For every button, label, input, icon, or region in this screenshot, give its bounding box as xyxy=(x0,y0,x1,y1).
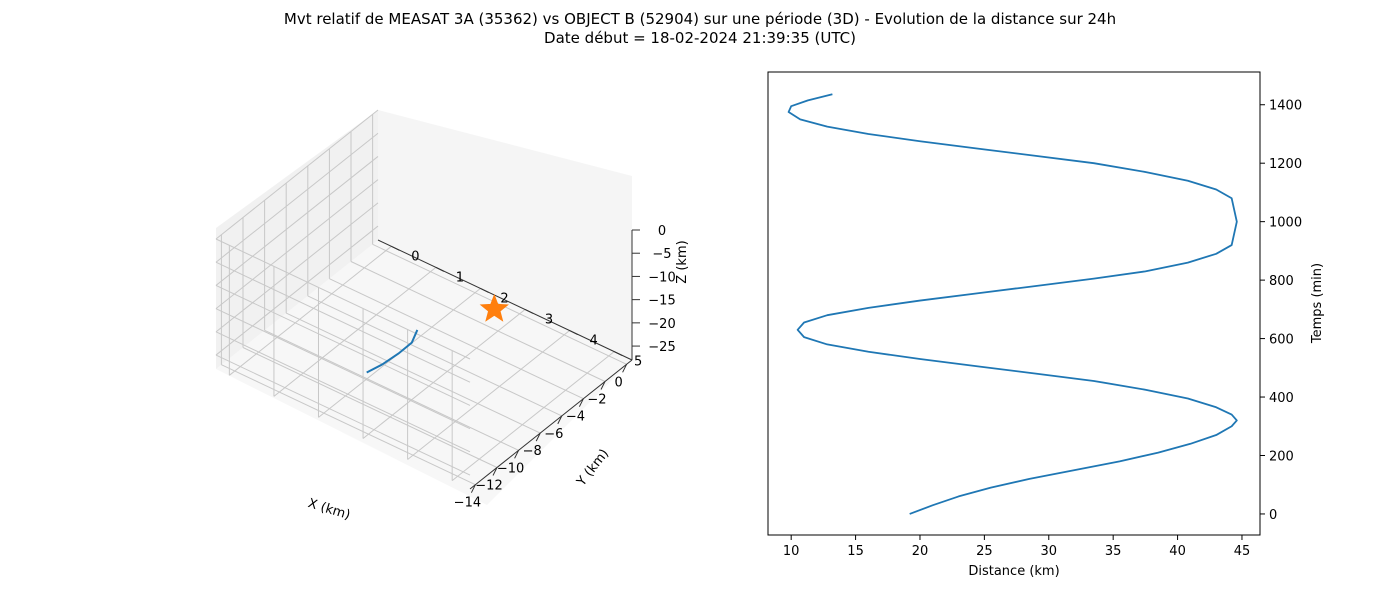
y-axis-label-2d: Temps (min) xyxy=(1310,263,1325,344)
y-tick-label: 2 xyxy=(500,291,508,306)
y-tick-label-2d: 1200 xyxy=(1269,157,1302,172)
x-tick-label-2d: 25 xyxy=(976,544,993,559)
grid-line-z-back xyxy=(215,156,379,286)
x-tick-label: −12 xyxy=(475,479,502,494)
grid-line-z-side xyxy=(215,261,471,383)
x-tick-label-2d: 45 xyxy=(1234,544,1251,559)
grid-line-z-side xyxy=(215,331,471,453)
x-tick-label: −10 xyxy=(497,461,524,476)
x-tick-mark xyxy=(622,364,628,373)
z-tick-label: −10 xyxy=(648,270,675,285)
star-marker xyxy=(479,293,509,322)
y-tick-mark xyxy=(524,309,534,314)
y-tick-mark xyxy=(480,287,489,293)
grid-line-z-back xyxy=(215,179,379,310)
x-tick-mark xyxy=(578,398,584,407)
x-tick-mark xyxy=(557,415,563,425)
y-tick-label: 0 xyxy=(411,249,419,264)
x-tick-label-2d: 15 xyxy=(847,544,864,559)
x-axis-label-2d: Distance (km) xyxy=(968,564,1059,579)
z-tick-label: −20 xyxy=(648,317,675,332)
figure-title: Mvt relatif de MEASAT 3A (35362) vs OBJE… xyxy=(0,10,1400,48)
y-axis-label: Y (km) xyxy=(574,447,613,490)
x-tick-label: −4 xyxy=(566,410,585,425)
x-tick-label-2d: 35 xyxy=(1105,544,1122,559)
plot-frame xyxy=(767,71,1261,536)
y-tick-mark xyxy=(569,330,578,335)
grid-line-z-back xyxy=(215,225,379,356)
x-tick-label-2d: 10 xyxy=(783,544,800,559)
grid-line-z-side xyxy=(215,308,471,430)
series-3d xyxy=(366,293,509,374)
x-tick-label: −2 xyxy=(587,393,606,408)
x-tick-mark xyxy=(535,432,541,442)
y-tick-label: 1 xyxy=(456,270,464,285)
grid-line-z-back xyxy=(215,132,379,263)
series-2d xyxy=(787,93,1238,515)
z-tick-label: 0 xyxy=(658,224,666,239)
y-tick-label: 5 xyxy=(634,355,642,370)
pane-xy-floor xyxy=(216,240,632,505)
z-tick-label: −25 xyxy=(648,340,675,355)
pane-xz-back xyxy=(378,110,632,360)
y-tick-label-2d: 600 xyxy=(1269,333,1294,348)
y-tick-label-2d: 1400 xyxy=(1269,99,1302,114)
z-tick-label: −5 xyxy=(652,247,671,262)
grid-line-x-floor xyxy=(264,329,519,451)
x-tick-label: −14 xyxy=(454,496,481,511)
x-tick-label-2d: 20 xyxy=(912,544,929,559)
x-tick-mark xyxy=(470,484,476,493)
grid-line-z-side xyxy=(215,238,471,360)
grid-line-y-floor xyxy=(362,309,526,439)
distance-series-line xyxy=(787,93,1238,515)
y-tick-label: 3 xyxy=(545,312,553,327)
grid-line-y-floor xyxy=(451,351,615,481)
x-axis-label: X (km) xyxy=(306,496,352,523)
grid-line-y-floor xyxy=(407,330,570,460)
grid-line-x-floor xyxy=(350,261,606,382)
grid-line-z-side xyxy=(215,284,471,406)
y-tick-label-2d: 200 xyxy=(1269,449,1294,464)
figure-title-line2: Date début = 18-02-2024 21:39:35 (UTC) xyxy=(544,29,856,47)
y-tick-mark xyxy=(613,351,623,357)
grid-line-x-floor xyxy=(242,347,498,468)
y-tick-label-2d: 400 xyxy=(1269,391,1294,406)
z-tick-label: −15 xyxy=(648,294,675,309)
trajectory-line-3d xyxy=(366,329,419,374)
axes-3d-plot: −14−12−10−8−6−4−200123450−5−10−15−20−25 … xyxy=(215,109,690,523)
x-tick-label-2d: 30 xyxy=(1041,544,1058,559)
y-tick-label: 4 xyxy=(589,334,597,349)
grid-line-x-floor xyxy=(221,364,476,486)
x-tick-label-2d: 40 xyxy=(1169,544,1186,559)
x-tick-label: 0 xyxy=(614,375,622,390)
y-axis-line xyxy=(377,239,633,361)
grid-line-z-side xyxy=(215,354,471,476)
y-tick-label-2d: 800 xyxy=(1269,274,1294,289)
x-tick-mark xyxy=(492,467,498,476)
ticks-2d: 10 15 20 25 30 35 40 45 0 200 400 600 800 1000 1200 140… xyxy=(783,99,1302,559)
y-tick-mark xyxy=(391,245,400,251)
z-axis-label: Z (km) xyxy=(675,240,690,283)
grid-line-x-floor xyxy=(329,278,584,400)
grid-line-x-floor xyxy=(285,312,541,434)
grid-line-z-back xyxy=(215,202,379,333)
y-tick-mark xyxy=(435,266,445,272)
x-tick-label: −8 xyxy=(523,444,542,459)
grid-line-y-floor xyxy=(229,245,392,376)
grid-line-z-back xyxy=(215,109,379,240)
x-tick-mark xyxy=(514,450,520,459)
axes-2d-plot: 10 15 20 25 30 35 40 45 0 200 400 600 800 1000 1200 140… xyxy=(767,71,1325,579)
grid-line-y-floor xyxy=(273,266,437,397)
x-tick-label: −6 xyxy=(544,427,563,442)
grid-line-x-floor xyxy=(307,295,563,417)
y-tick-label-2d: 1000 xyxy=(1269,216,1302,231)
x-tick-mark xyxy=(600,381,606,390)
figure-title-line1: Mvt relatif de MEASAT 3A (35362) vs OBJE… xyxy=(283,10,1117,28)
y-tick-label-2d: 0 xyxy=(1269,508,1277,523)
